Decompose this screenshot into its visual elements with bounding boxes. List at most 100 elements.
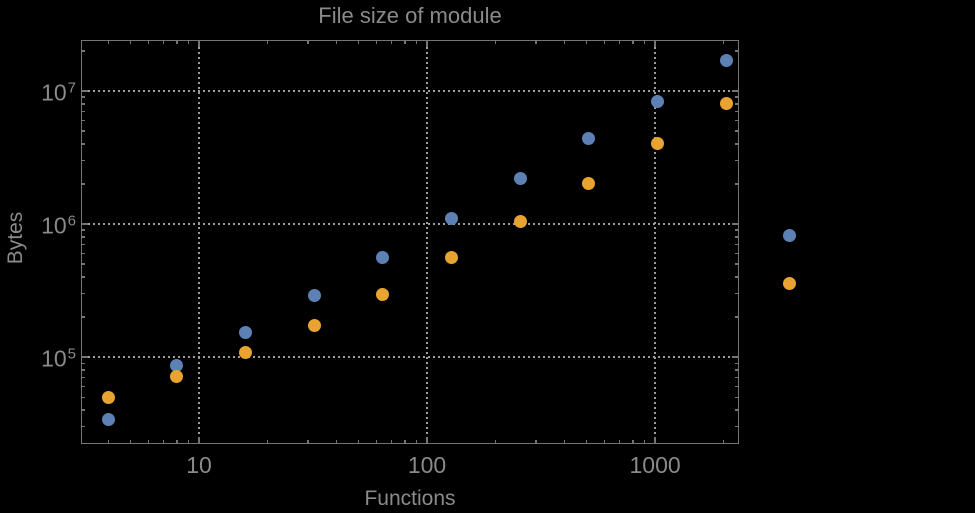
tick-mark bbox=[734, 385, 739, 388]
tick-mark bbox=[734, 183, 739, 185]
data-point bbox=[650, 137, 664, 151]
tick-mark bbox=[335, 40, 337, 45]
tick-mark bbox=[187, 40, 190, 45]
tick-mark bbox=[404, 40, 406, 45]
tick-mark bbox=[734, 396, 739, 398]
tick-mark bbox=[426, 40, 428, 47]
data-point bbox=[444, 212, 458, 226]
tick-mark bbox=[734, 119, 739, 122]
y-tick-label: 105 bbox=[41, 346, 76, 373]
data-point bbox=[650, 94, 664, 108]
tick-mark bbox=[81, 426, 86, 428]
tick-mark bbox=[415, 40, 418, 45]
data-point bbox=[513, 215, 527, 229]
gridline bbox=[83, 89, 737, 92]
tick-mark bbox=[535, 40, 537, 45]
tick-mark bbox=[732, 90, 739, 92]
data-point bbox=[376, 288, 390, 302]
tick-mark bbox=[734, 103, 739, 105]
tick-mark bbox=[266, 40, 269, 45]
data-point bbox=[783, 276, 797, 290]
tick-mark bbox=[335, 439, 337, 444]
tick-mark bbox=[198, 437, 200, 444]
tick-mark bbox=[632, 439, 634, 444]
tick-mark bbox=[494, 439, 497, 444]
data-point bbox=[582, 176, 596, 190]
y-tick-exponent: 5 bbox=[67, 345, 76, 363]
tick-mark bbox=[734, 229, 739, 231]
tick-mark bbox=[81, 143, 86, 145]
y-tick-base: 10 bbox=[41, 79, 67, 106]
tick-mark bbox=[81, 229, 86, 231]
tick-mark bbox=[81, 130, 86, 132]
tick-mark bbox=[81, 159, 86, 162]
data-point bbox=[101, 390, 115, 404]
tick-mark bbox=[176, 439, 178, 444]
tick-mark bbox=[81, 396, 86, 398]
data-point bbox=[444, 251, 458, 265]
tick-mark bbox=[81, 96, 86, 98]
gridline bbox=[426, 42, 429, 442]
tick-mark bbox=[81, 50, 86, 52]
tick-mark bbox=[732, 356, 739, 358]
data-point bbox=[719, 54, 733, 68]
tick-mark bbox=[654, 40, 656, 47]
tick-mark bbox=[734, 409, 739, 411]
y-tick-base: 10 bbox=[41, 345, 67, 372]
tick-mark bbox=[81, 377, 86, 379]
tick-mark bbox=[129, 439, 132, 444]
x-tick-label: 100 bbox=[407, 452, 447, 478]
tick-mark bbox=[643, 40, 646, 45]
y-tick-exponent: 7 bbox=[67, 79, 76, 97]
tick-mark bbox=[734, 243, 739, 246]
tick-mark bbox=[734, 50, 739, 52]
data-point bbox=[376, 251, 390, 265]
data-point bbox=[170, 370, 184, 384]
tick-mark bbox=[357, 439, 360, 444]
tick-mark bbox=[81, 409, 86, 411]
plot-frame bbox=[81, 40, 739, 444]
tick-mark bbox=[81, 110, 86, 113]
tick-mark bbox=[734, 130, 739, 132]
tick-mark bbox=[585, 439, 588, 444]
tick-mark bbox=[147, 40, 150, 45]
tick-mark bbox=[734, 110, 739, 113]
tick-mark bbox=[632, 40, 634, 45]
tick-mark bbox=[187, 439, 190, 444]
tick-mark bbox=[734, 292, 739, 295]
gridline bbox=[83, 356, 737, 359]
tick-mark bbox=[107, 439, 109, 444]
tick-mark bbox=[81, 356, 88, 358]
tick-mark bbox=[81, 119, 86, 122]
tick-mark bbox=[654, 437, 656, 444]
tick-mark bbox=[603, 439, 606, 444]
data-point bbox=[170, 359, 184, 373]
tick-mark bbox=[391, 40, 393, 45]
tick-mark bbox=[535, 439, 537, 444]
y-tick-base: 10 bbox=[41, 212, 67, 239]
x-axis-label: Functions bbox=[364, 487, 456, 510]
gridline bbox=[83, 223, 737, 226]
tick-mark bbox=[734, 276, 739, 278]
data-point bbox=[239, 346, 253, 360]
data-point bbox=[719, 97, 733, 111]
tick-mark bbox=[81, 236, 86, 238]
tick-mark bbox=[734, 263, 739, 265]
tick-mark bbox=[734, 426, 739, 428]
tick-mark bbox=[81, 292, 86, 295]
tick-mark bbox=[734, 236, 739, 238]
tick-mark bbox=[81, 243, 86, 246]
tick-mark bbox=[81, 276, 86, 278]
tick-mark bbox=[603, 40, 606, 45]
tick-mark bbox=[81, 385, 86, 388]
data-point bbox=[307, 319, 321, 333]
tick-mark bbox=[81, 223, 88, 225]
tick-mark bbox=[619, 439, 621, 444]
tick-mark bbox=[129, 40, 132, 45]
tick-mark bbox=[107, 40, 109, 45]
tick-mark bbox=[734, 159, 739, 162]
tick-mark bbox=[563, 40, 566, 45]
y-tick-label: 106 bbox=[41, 213, 76, 240]
tick-mark bbox=[734, 377, 739, 379]
